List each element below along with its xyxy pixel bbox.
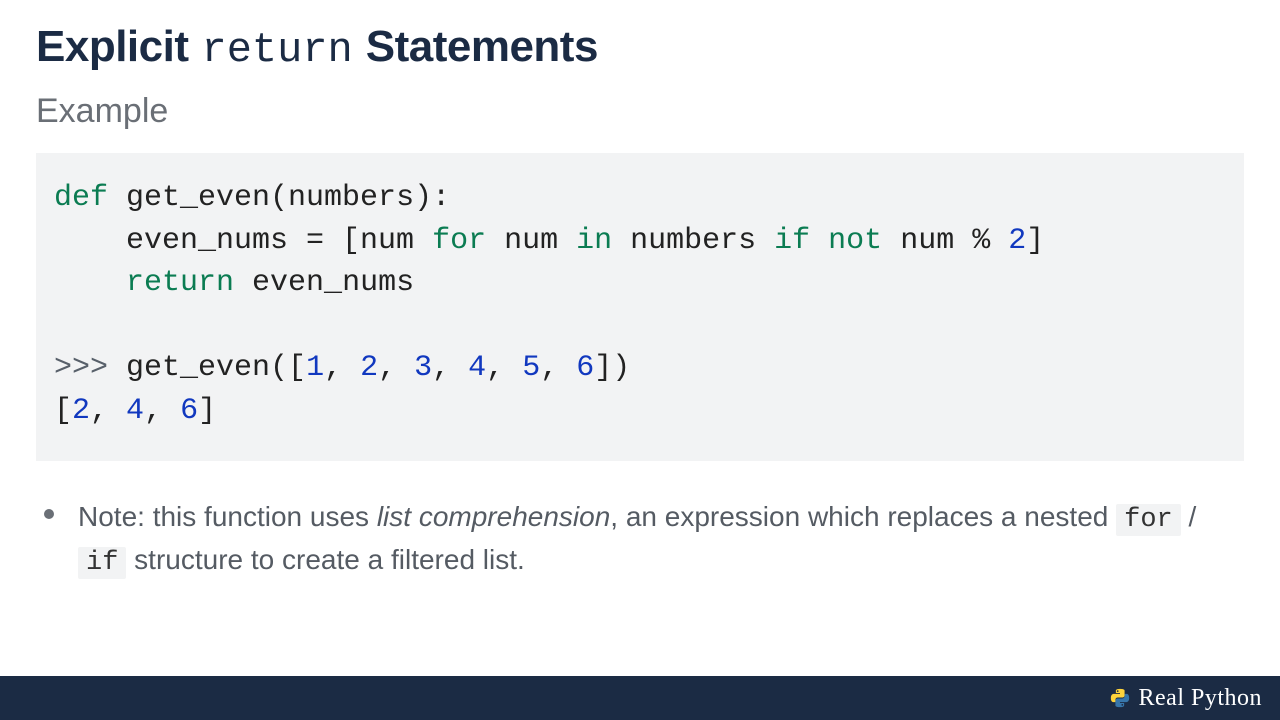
slide-title: Explicit return Statements [36, 22, 1244, 74]
footer-brand-text: Real Python [1139, 685, 1263, 712]
inline-code-for: for [1116, 504, 1181, 536]
slide: Explicit return Statements Example def g… [0, 0, 1280, 720]
bullet-icon [44, 509, 54, 519]
code-example: def get_even(numbers): even_nums = [num … [36, 153, 1244, 461]
title-code: return [202, 26, 353, 74]
title-part2: Statements [366, 22, 598, 72]
footer-bar: Real Python [0, 676, 1280, 720]
note-slash: / [1181, 501, 1197, 532]
note-text-3: structure to create a filtered list. [126, 544, 524, 575]
title-part1: Explicit [36, 22, 189, 72]
note-text-1: Note: this function uses [78, 501, 377, 532]
note-text-2: , an expression which replaces a nested [610, 501, 1116, 532]
inline-code-if: if [78, 547, 126, 579]
note-bullet: Note: this function uses list comprehens… [36, 497, 1244, 584]
slide-subtitle: Example [36, 92, 1244, 131]
note-em: list comprehension [377, 501, 610, 532]
python-logo-icon [1109, 687, 1131, 709]
